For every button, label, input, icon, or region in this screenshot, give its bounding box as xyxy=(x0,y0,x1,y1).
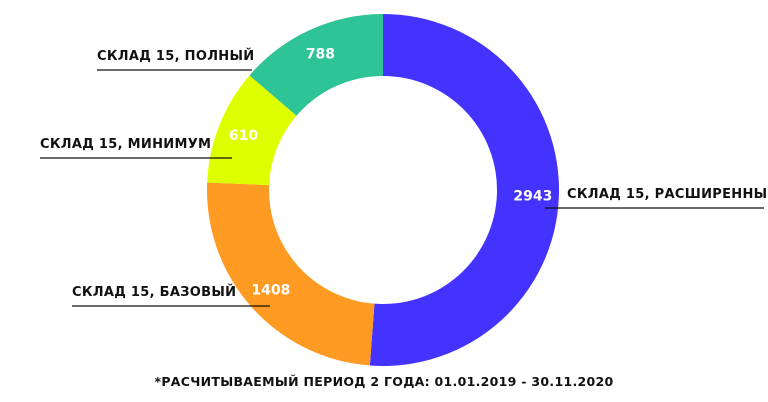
slice-value-label-2: 1408 xyxy=(251,283,290,299)
category-label-2: СКЛАД 15, БАЗОВЫЙ xyxy=(72,284,236,300)
slice-2 xyxy=(207,182,375,366)
slice-value-label-4: 788 xyxy=(306,47,335,63)
slice-value-label-3: 610 xyxy=(229,128,258,144)
category-label-3: СКЛАД 15, МИНИМУМ xyxy=(40,137,211,152)
category-label-4: СКЛАД 15, ПОЛНЫЙ xyxy=(97,48,254,64)
category-label-1: СКЛАД 15, РАСШИРЕННЫЙ xyxy=(567,186,768,202)
slice-value-label-1: 2943 xyxy=(513,189,552,205)
slice-4 xyxy=(249,14,383,116)
footnote: *РАСЧИТЫВАЕМЫЙ ПЕРИОД 2 ГОДА: 01.01.2019… xyxy=(154,374,614,389)
slice-1 xyxy=(369,14,559,367)
